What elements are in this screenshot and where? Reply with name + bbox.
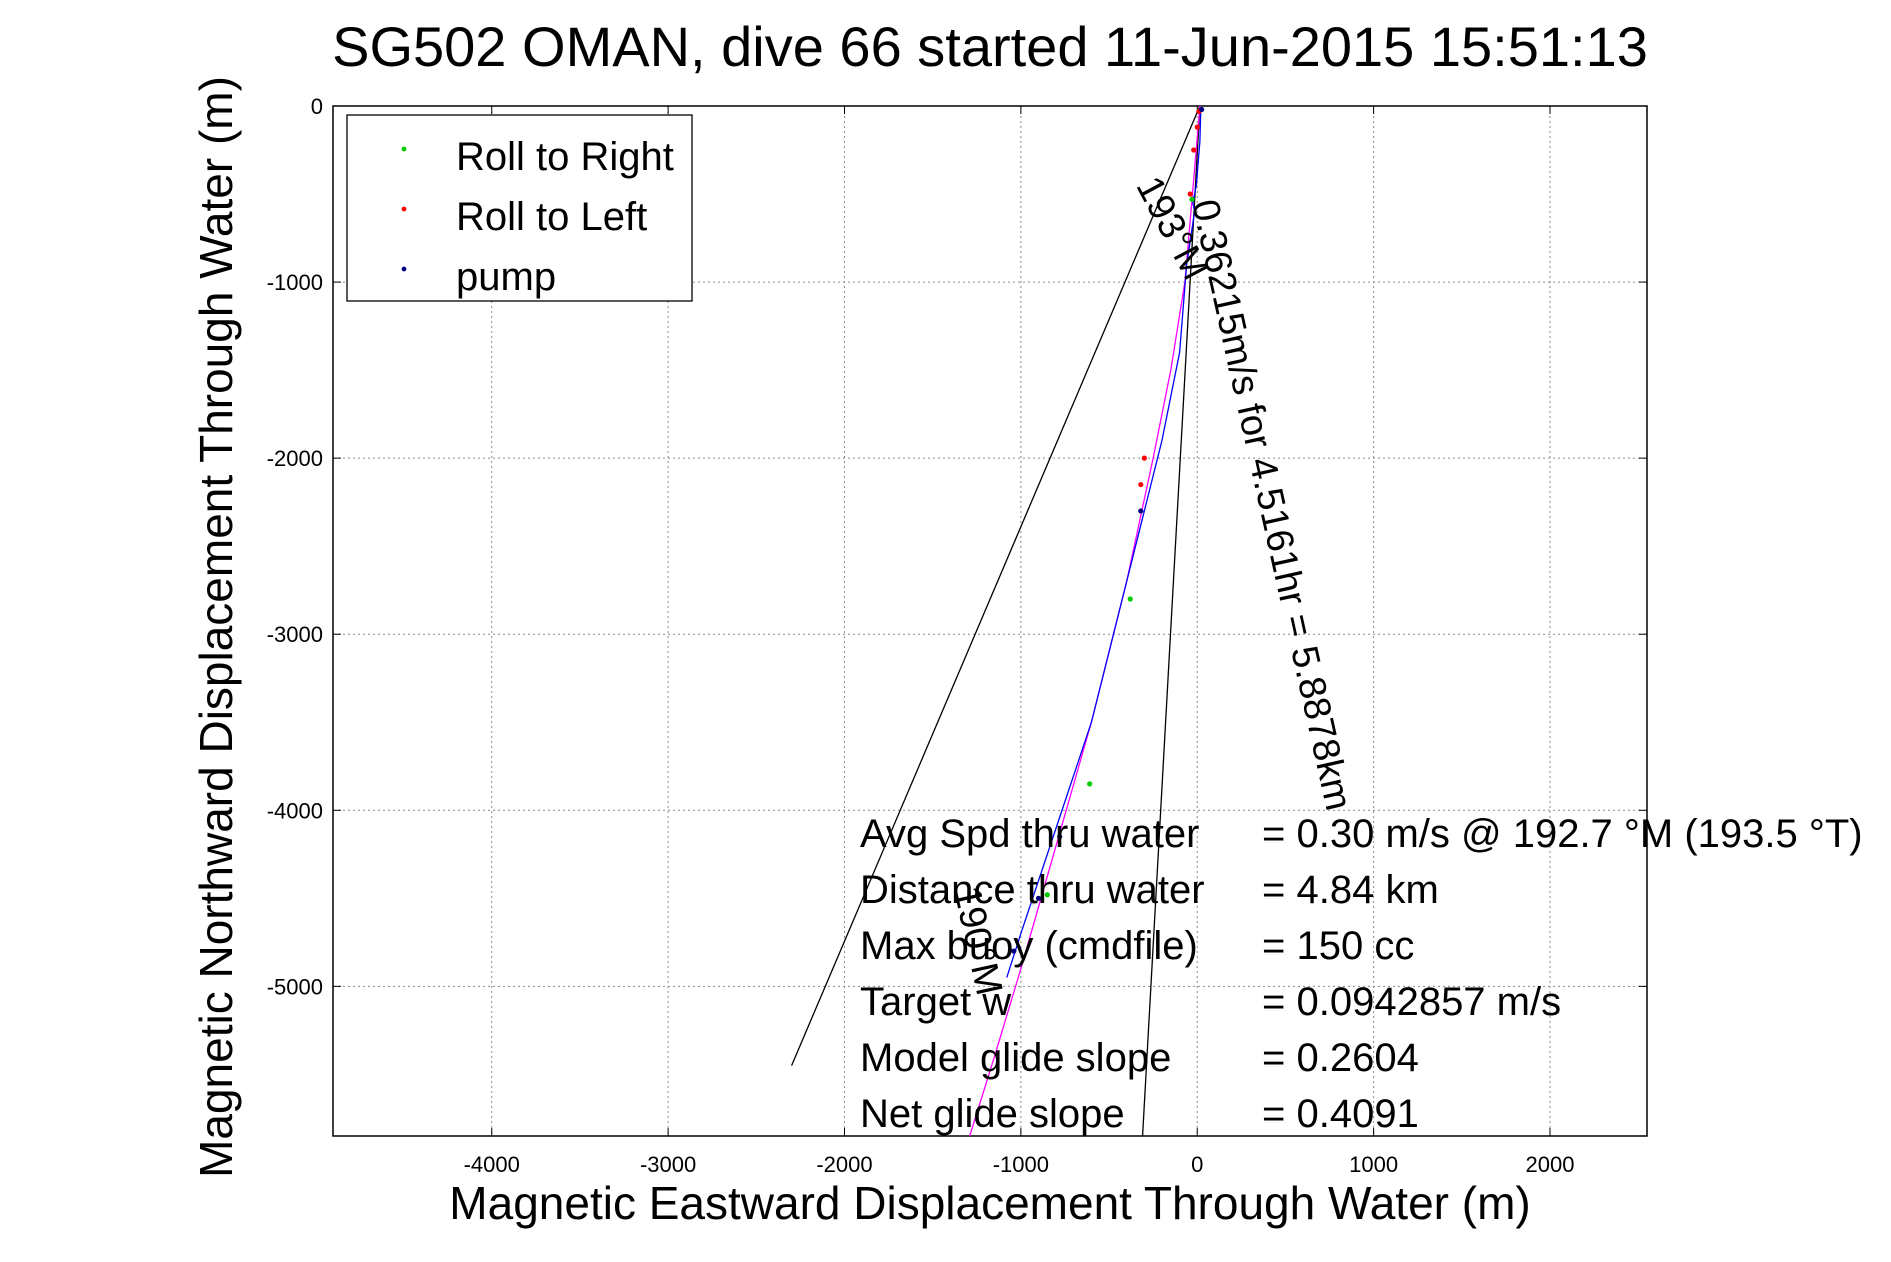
- stat-value: = 0.0942857 m/s: [1262, 980, 1561, 1024]
- pump-point: [1057, 834, 1063, 840]
- x-tick-label: 0: [1191, 1152, 1203, 1177]
- grid: [333, 105, 1647, 1136]
- y-tick-label: -4000: [267, 798, 323, 823]
- series-lines: [969, 106, 1202, 1136]
- roll-left-point: [1187, 191, 1193, 197]
- series-line: [1006, 109, 1202, 978]
- chart-title: SG502 OMAN, dive 66 started 11-Jun-2015 …: [332, 15, 1648, 78]
- legend-entry: Roll to Right: [456, 135, 674, 179]
- marker-points: [1011, 106, 1205, 954]
- pump-point: [1138, 508, 1144, 514]
- stats-block: Avg Spd thru water = 0.30 m/s @ 192.7 °M …: [860, 812, 1863, 1136]
- x-tick-label: -2000: [816, 1152, 872, 1177]
- y-tick-label: -3000: [267, 622, 323, 647]
- x-tick-label: -4000: [464, 1152, 520, 1177]
- envelope-line: [790, 106, 1201, 1066]
- x-axis-label: Magnetic Eastward Displacement Through W…: [449, 1177, 1530, 1229]
- envelope-line: [1141, 106, 1201, 1136]
- stat-label: Net glide slope: [860, 1092, 1125, 1136]
- stat-value: = 0.4091: [1262, 1092, 1419, 1136]
- y-axis-ticks: 0 -1000 -2000 -3000 -4000 -5000: [267, 94, 1647, 999]
- legend-marker: [401, 206, 407, 212]
- x-axis-ticks: -4000 -3000 -2000 -1000 0 1000 2000: [464, 106, 1575, 1177]
- y-axis-label: Magnetic Northward Displacement Through …: [190, 76, 242, 1178]
- x-tick-label: -3000: [640, 1152, 696, 1177]
- pump-point: [1199, 106, 1205, 113]
- stat-label: Avg Spd thru water: [860, 812, 1199, 856]
- stat-label: Max buoy (cmdfile): [860, 924, 1198, 968]
- y-tick-label: -5000: [267, 974, 323, 999]
- roll-right-point: [1127, 596, 1133, 602]
- envelope-lines: [790, 106, 1201, 1136]
- roll-left-point: [1138, 481, 1144, 488]
- stat-value: = 4.84 km: [1262, 868, 1439, 912]
- legend: Roll to Right Roll to Left pump: [346, 114, 693, 302]
- legend-entry: pump: [456, 255, 556, 299]
- y-tick-label: 0: [311, 94, 323, 119]
- roll-left-point: [1141, 455, 1147, 461]
- roll-right-point: [1044, 892, 1050, 898]
- x-tick-label: 2000: [1526, 1152, 1575, 1177]
- stat-label: Target w: [860, 980, 1011, 1024]
- stat-label: Model glide slope: [860, 1036, 1171, 1080]
- legend-marker: [401, 146, 407, 152]
- stat-value: = 0.30 m/s @ 192.7 °M (193.5 °T): [1262, 812, 1863, 856]
- roll-right-point: [1189, 196, 1195, 202]
- roll-right-point: [1087, 781, 1093, 787]
- plot-frame: [332, 105, 1648, 1137]
- y-tick-label: -2000: [267, 446, 323, 471]
- roll-left-point: [1191, 147, 1197, 153]
- pump-point: [1035, 895, 1042, 901]
- legend-entry: Roll to Left: [456, 195, 647, 239]
- legend-marker: [401, 266, 407, 272]
- stat-value: = 150 cc: [1262, 924, 1414, 968]
- pump-point: [1011, 948, 1017, 954]
- stat-value: = 0.2604: [1262, 1036, 1419, 1080]
- y-tick-label: -1000: [267, 270, 323, 295]
- x-tick-label: -1000: [993, 1152, 1049, 1177]
- roll-left-point: [1194, 124, 1200, 130]
- stat-label: Distance thru water: [860, 868, 1205, 912]
- x-tick-label: 1000: [1349, 1152, 1398, 1177]
